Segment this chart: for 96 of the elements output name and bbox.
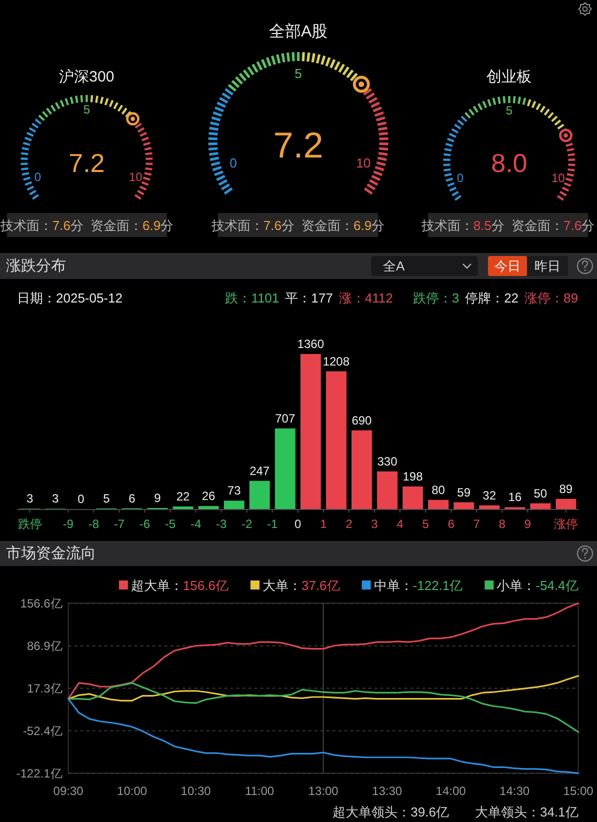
data-label: 26 <box>202 489 216 504</box>
tick-label: 跌停 <box>18 517 42 531</box>
tick-label: -4 <box>190 517 202 531</box>
tick-label: -3 <box>216 517 227 531</box>
button: 昨日 <box>527 256 568 276</box>
annotation: 日期：2025-05-12 <box>17 290 122 306</box>
data-label: 690 <box>352 413 372 428</box>
annotation: 资金面：6.9分 <box>90 218 174 232</box>
data-label: 89 <box>559 482 573 496</box>
data-label: 50 <box>534 486 548 500</box>
tick-label: 09:30 <box>53 784 84 798</box>
annotation: 跌停：3 <box>412 290 460 306</box>
tick-label: 3 <box>371 517 378 531</box>
data-label: 198 <box>402 469 423 484</box>
title: 涨跌分布 <box>6 258 66 274</box>
tick-label: 13:00 <box>308 784 338 798</box>
annotation: 停牌：22 <box>465 290 519 306</box>
annotation: 跌：1101 <box>225 290 280 306</box>
tick-label: 86.9亿 <box>26 638 62 653</box>
data-label: 5 <box>103 491 110 506</box>
data-label: 330 <box>377 454 398 468</box>
tick-label: -52.4亿 <box>22 724 62 738</box>
data-label: 6 <box>128 491 136 506</box>
scale-label: 10 <box>551 170 565 185</box>
tick-label: 13:30 <box>372 784 402 798</box>
scale-label: 0 <box>34 170 42 184</box>
data-label: 247 <box>250 464 270 478</box>
legend-item: 中单：-122.1亿 <box>362 578 463 592</box>
data-label: 59 <box>457 485 470 500</box>
data-label: 80 <box>432 482 445 497</box>
data-label: 1208 <box>322 354 350 368</box>
legend-item: 超大单：156.6亿 <box>118 578 228 592</box>
tick-label: 1 <box>320 517 327 531</box>
tick-label: 0 <box>294 517 302 531</box>
title: 创业板 <box>486 68 532 86</box>
title: 市场资金流向 <box>6 545 96 562</box>
scale-label: 5 <box>83 102 90 117</box>
scale-label: 0 <box>230 156 237 171</box>
data-label: 707 <box>275 411 296 426</box>
tick-label: -6 <box>139 517 150 531</box>
legend-item: 小单：-54.4亿 <box>484 578 578 592</box>
annotation: 涨：4112 <box>338 290 393 306</box>
scale-label: 10 <box>128 170 142 184</box>
value-label: 7.2 <box>273 124 324 166</box>
tick-label: 涨停 <box>554 517 578 531</box>
tick-label: -7 <box>114 517 125 531</box>
annotation: 技术面：7.6分 <box>211 218 294 232</box>
tick-label: 156.6亿 <box>20 596 62 610</box>
tick-label: -9 <box>62 517 74 531</box>
tick-label: 11:00 <box>244 784 274 798</box>
annotation: 资金面：7.6分 <box>512 218 595 232</box>
title: 全部A股 <box>268 24 328 40</box>
scale-label: 0 <box>456 170 464 185</box>
tick-label: -122.1亿 <box>16 766 62 780</box>
tick-label: 9 <box>524 517 531 531</box>
scale-label: 5 <box>506 104 513 118</box>
button-active: 今日 <box>488 256 527 276</box>
data-label: 3 <box>26 492 34 506</box>
tick-label: 10:30 <box>180 784 211 798</box>
annotation: 技术面：7.6分 <box>0 218 84 232</box>
scale-label: 5 <box>294 66 302 82</box>
annotation: 平：177 <box>285 290 333 306</box>
data-label: 0 <box>78 492 84 506</box>
data-label: 32 <box>482 488 496 502</box>
tick-label: 14:00 <box>436 784 466 798</box>
data-label: 9 <box>154 490 161 505</box>
value-label: 7.2 <box>68 148 105 178</box>
tick-label: 17.3亿 <box>26 681 62 696</box>
legend-item: 大单：37.6亿 <box>250 578 340 592</box>
tick-label: 10:00 <box>117 784 148 798</box>
annotation: 涨停：89 <box>524 290 578 306</box>
annotation: 技术面：8.5分 <box>421 218 504 232</box>
tick-label: -8 <box>88 517 100 531</box>
data-label: 1360 <box>297 337 324 351</box>
data-label: 16 <box>508 490 522 504</box>
tick-label: 8 <box>498 517 506 531</box>
tick-label: 15:00 <box>563 784 594 798</box>
tick-label: 2 <box>346 517 352 531</box>
scale-label: 10 <box>356 156 371 171</box>
data-label: 73 <box>227 484 241 498</box>
tick-label: 4 <box>396 517 404 531</box>
tick-label: -2 <box>242 517 252 531</box>
data-label: 3 <box>52 492 59 506</box>
tick-label: 5 <box>422 517 429 531</box>
tick-label: -1 <box>267 517 278 531</box>
tick-label: 6 <box>448 517 454 531</box>
dropdown: 全A <box>371 256 478 276</box>
title: 沪深300 <box>59 68 114 86</box>
annotation: 资金面：6.9分 <box>302 218 385 232</box>
data-label: 22 <box>176 490 190 504</box>
tick-label: 14:30 <box>500 784 530 798</box>
annotation: 大单领头：34.1亿 <box>474 804 578 820</box>
value-label: 8.0 <box>491 148 528 178</box>
annotation: 超大单领头：39.6亿 <box>332 804 449 820</box>
tick-label: 7 <box>473 517 480 531</box>
tick-label: -5 <box>164 517 176 531</box>
